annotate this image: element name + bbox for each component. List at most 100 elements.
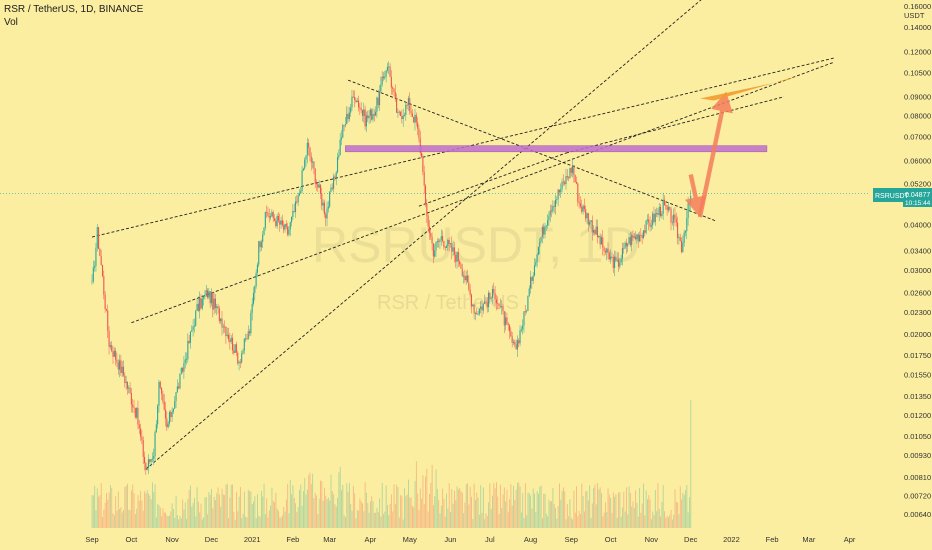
volume-bar xyxy=(574,512,576,528)
trend-line[interactable] xyxy=(145,0,705,470)
candle xyxy=(544,222,546,239)
volume-bar xyxy=(272,500,274,528)
volume-bar xyxy=(583,511,585,528)
volume-bar xyxy=(648,494,650,528)
candle xyxy=(179,373,181,390)
candle xyxy=(417,117,419,136)
candle xyxy=(535,258,537,267)
candle xyxy=(149,458,151,464)
volume-bar xyxy=(469,486,471,528)
volume-bar xyxy=(230,484,232,528)
candle xyxy=(388,61,390,75)
candle xyxy=(237,350,239,366)
volume-bar xyxy=(429,493,430,528)
candle xyxy=(418,124,420,143)
candle xyxy=(228,327,230,343)
volume-bar xyxy=(444,516,446,528)
volume-bar xyxy=(151,482,153,528)
candle xyxy=(333,173,335,193)
candle xyxy=(125,376,127,390)
volume-bar xyxy=(553,504,555,528)
candle xyxy=(329,191,331,208)
candle xyxy=(322,199,324,212)
candle xyxy=(208,287,210,300)
trend-line[interactable] xyxy=(565,96,785,154)
volume-bar xyxy=(673,514,675,528)
volume-indicator-label[interactable]: Vol xyxy=(4,17,18,28)
candle xyxy=(486,297,488,313)
candle xyxy=(363,102,365,123)
symbol-title[interactable]: RSR / TetherUS, 1D, BINANCE xyxy=(4,4,144,15)
candle xyxy=(650,219,652,231)
volume-bar xyxy=(264,514,266,528)
volume-bar xyxy=(657,483,659,528)
candle xyxy=(292,203,294,221)
candle xyxy=(209,291,211,309)
volume-bar xyxy=(297,506,299,528)
x-tick-label: 2021 xyxy=(244,535,261,544)
volume-bar xyxy=(530,495,532,528)
candle xyxy=(565,168,567,190)
candle xyxy=(526,309,528,314)
candle xyxy=(270,213,272,221)
candle xyxy=(617,252,620,272)
candle xyxy=(346,106,348,125)
candle xyxy=(267,206,269,218)
candle xyxy=(680,237,683,254)
price-tag-value: 0.04877 xyxy=(905,192,930,199)
candle xyxy=(109,341,111,350)
y-tick-label: 0.06000 xyxy=(904,157,931,166)
volume-bar xyxy=(496,482,497,528)
volume-bar xyxy=(209,494,211,528)
volume-bar xyxy=(461,492,463,528)
projection-arrow[interactable] xyxy=(697,91,733,218)
y-axis[interactable]: USDT 0.00640 0.00720 0.00810 0.00930 0.01050… xyxy=(904,2,931,519)
volume-bar xyxy=(631,506,633,528)
volume-bar xyxy=(129,509,131,528)
volume-bar xyxy=(98,496,100,528)
volume-bar xyxy=(343,515,345,528)
volume-bar xyxy=(455,500,457,528)
volume-bar xyxy=(576,486,577,528)
volume-bar xyxy=(161,516,163,528)
volume-bar xyxy=(447,508,449,528)
candle xyxy=(178,382,180,390)
candle xyxy=(481,300,483,318)
x-tick-label: Sep xyxy=(565,535,578,544)
candle xyxy=(348,106,350,122)
volume-bar xyxy=(489,483,491,528)
candle xyxy=(621,242,624,266)
volume-bar xyxy=(544,493,546,528)
target-zone[interactable] xyxy=(699,76,798,101)
volume-bar xyxy=(564,491,566,528)
candle xyxy=(658,202,660,222)
candle xyxy=(642,230,645,240)
volume-bar xyxy=(532,488,534,528)
volume-bar xyxy=(127,483,128,528)
candle xyxy=(514,339,516,348)
candle xyxy=(596,219,599,244)
chart-header: RSR / TetherUS, 1D, BINANCE Vol xyxy=(4,3,143,29)
trend-line[interactable] xyxy=(418,152,567,207)
candle xyxy=(92,260,94,284)
candle xyxy=(447,238,449,251)
volume-bar xyxy=(144,491,146,528)
candle xyxy=(587,212,589,232)
volume-bar xyxy=(133,493,135,528)
candle xyxy=(384,70,386,80)
candle xyxy=(453,241,455,263)
candle xyxy=(300,186,302,194)
volume-bar xyxy=(482,487,484,528)
volume-bar xyxy=(347,491,349,528)
volume-bar xyxy=(457,489,459,528)
volume-bar xyxy=(148,493,149,528)
resistance-zone[interactable] xyxy=(345,145,768,153)
volume-bar xyxy=(359,498,361,528)
volume-bar xyxy=(380,516,382,528)
candle xyxy=(562,174,564,186)
candle xyxy=(95,242,97,272)
volume-bar xyxy=(679,486,681,528)
candle xyxy=(196,298,198,311)
candle xyxy=(210,288,213,307)
